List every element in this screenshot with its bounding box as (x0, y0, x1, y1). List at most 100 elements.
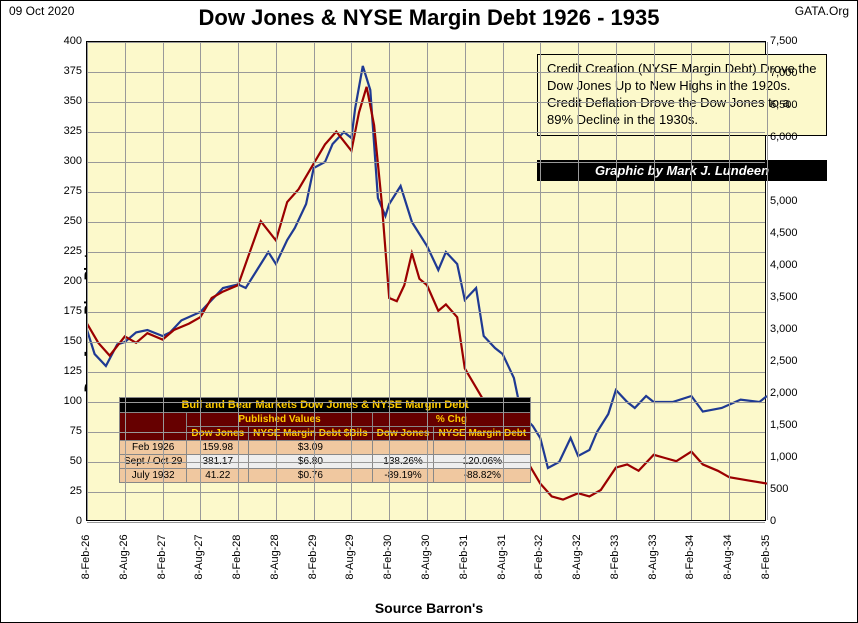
gridline-h (87, 252, 765, 253)
x-tick: 8-Aug-28 (269, 534, 281, 579)
y-tick-left: 225 (56, 245, 82, 257)
gridline-h (87, 282, 765, 283)
y-tick-left: 125 (56, 365, 82, 377)
y-tick-left: 350 (56, 95, 82, 107)
y-tick-right: 4,500 (770, 227, 798, 239)
x-tick: 8-Aug-34 (722, 534, 734, 579)
gridline-v (314, 42, 315, 520)
y-tick-right: 4,000 (770, 259, 798, 271)
table-cell: 159.98 (187, 441, 249, 455)
x-axis-label: Source Barron's (375, 600, 483, 616)
y-tick-right: 7,000 (770, 67, 798, 79)
table-col-header: Dow Jones (187, 427, 249, 441)
gridline-h (87, 432, 765, 433)
y-tick-right: 3,000 (770, 323, 798, 335)
table-spacer (120, 413, 187, 441)
date-label: 09 Oct 2020 (9, 4, 74, 18)
chart-container: Dow Jones Blue Plot NYSE Margin Debt $Mi… (26, 33, 832, 612)
gridline-h (87, 462, 765, 463)
gridline-v (691, 42, 692, 520)
gridline-v (351, 42, 352, 520)
gridline-v (238, 42, 239, 520)
data-table: Bull and Bear Markets Dow Jones & NYSE M… (119, 397, 531, 483)
y-tick-left: 50 (56, 455, 82, 467)
gridline-h (87, 492, 765, 493)
x-tick: 8-Aug-29 (344, 534, 356, 579)
table-col-header: Dow Jones (372, 427, 434, 441)
gridline-v (654, 42, 655, 520)
table-row-label: July 1932 (120, 469, 187, 483)
y-tick-right: 1,500 (770, 419, 798, 431)
x-tick: 8-Feb-26 (80, 535, 92, 580)
credit-text: Graphic by Mark J. Lundeen (595, 163, 769, 178)
gridline-v (465, 42, 466, 520)
y-tick-left: 75 (56, 425, 82, 437)
gridline-v (389, 42, 390, 520)
gridline-h (87, 42, 765, 43)
source-label: GATA.Org (795, 4, 849, 18)
x-tick: 8-Aug-27 (193, 534, 205, 579)
gridline-v (427, 42, 428, 520)
gridline-v (163, 42, 164, 520)
gridline-h (87, 192, 765, 193)
y-tick-left: 275 (56, 185, 82, 197)
y-tick-right: 6,500 (770, 99, 798, 111)
gridline-h (87, 222, 765, 223)
gridline-h (87, 522, 765, 523)
table-cell (434, 441, 531, 455)
gridline-h (87, 162, 765, 163)
table-cell (372, 441, 434, 455)
chart-frame: 09 Oct 2020 GATA.Org Dow Jones & NYSE Ma… (0, 0, 858, 623)
table-cell: -89.19% (372, 469, 434, 483)
y-tick-right: 2,000 (770, 387, 798, 399)
y-tick-left: 100 (56, 395, 82, 407)
table-col-header: NYSE Margin Debt (434, 427, 531, 441)
y-tick-left: 175 (56, 305, 82, 317)
y-tick-left: 375 (56, 65, 82, 77)
x-tick: 8-Feb-28 (231, 535, 243, 580)
x-tick: 8-Feb-32 (533, 535, 545, 580)
gridline-h (87, 72, 765, 73)
gridline-v (767, 42, 768, 520)
gridline-h (87, 132, 765, 133)
x-tick: 8-Feb-34 (684, 535, 696, 580)
x-tick: 8-Feb-29 (307, 535, 319, 580)
gridline-h (87, 342, 765, 343)
y-tick-right: 5,000 (770, 195, 798, 207)
gridline-h (87, 312, 765, 313)
y-tick-left: 150 (56, 335, 82, 347)
gridline-v (87, 42, 88, 520)
y-tick-right: 3,500 (770, 291, 798, 303)
table-cell: -88.82% (434, 469, 531, 483)
y-tick-left: 400 (56, 35, 82, 47)
gridline-v (276, 42, 277, 520)
gridline-v (578, 42, 579, 520)
gridline-h (87, 102, 765, 103)
x-tick: 8-Feb-30 (382, 535, 394, 580)
table-cell: $0.76 (249, 469, 372, 483)
y-tick-right: 1,000 (770, 451, 798, 463)
y-tick-left: 25 (56, 485, 82, 497)
gridline-v (200, 42, 201, 520)
table-header-group1: Published Values (187, 413, 372, 427)
gridline-v (540, 42, 541, 520)
x-tick: 8-Feb-27 (156, 535, 168, 580)
x-tick: 8-Aug-33 (647, 534, 659, 579)
gridline-h (87, 372, 765, 373)
gridline-v (125, 42, 126, 520)
y-tick-right: 0 (770, 515, 776, 527)
y-tick-right: 2,500 (770, 355, 798, 367)
gridline-v (503, 42, 504, 520)
x-tick: 8-Aug-32 (571, 534, 583, 579)
gridline-h (87, 402, 765, 403)
y-tick-right: 6,000 (770, 131, 798, 143)
table-cell: 41.22 (187, 469, 249, 483)
x-tick: 8-Aug-26 (118, 534, 130, 579)
y-tick-left: 325 (56, 125, 82, 137)
y-tick-left: 300 (56, 155, 82, 167)
y-tick-right: 7,500 (770, 35, 798, 47)
chart-title: Dow Jones & NYSE Margin Debt 1926 - 1935 (1, 1, 857, 31)
table-col-header: NYSE Margin Debt $Bils (249, 427, 372, 441)
table-header-main: Bull and Bear Markets Dow Jones & NYSE M… (120, 398, 531, 413)
x-tick: 8-Feb-35 (760, 535, 772, 580)
